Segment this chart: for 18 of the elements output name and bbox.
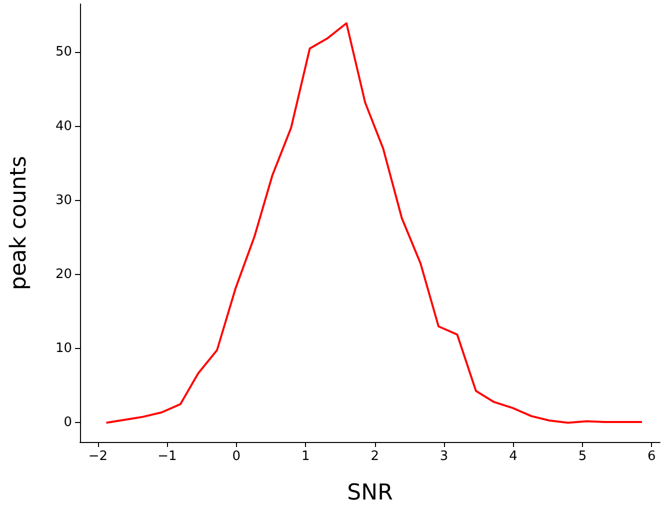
x-tick-label: 4 xyxy=(509,449,518,464)
x-tick-label: 3 xyxy=(440,449,448,464)
x-tick-label: 6 xyxy=(648,449,656,464)
x-tick-label: −1 xyxy=(158,449,177,464)
y-tick-label: 50 xyxy=(55,44,72,60)
y-tick-label: 10 xyxy=(55,341,72,356)
line-series xyxy=(105,22,644,424)
y-tick-label: 40 xyxy=(55,118,72,134)
y-tick-label: 0 xyxy=(64,415,72,430)
x-tick-label: 1 xyxy=(301,449,310,464)
x-tick-label: 5 xyxy=(578,449,587,464)
x-tick-label: −2 xyxy=(88,449,108,464)
x-tick-label: 2 xyxy=(370,449,379,464)
x-axis-title: SNR xyxy=(347,480,393,506)
y-tick-label: 30 xyxy=(55,192,72,208)
y-tick-label: 20 xyxy=(55,267,72,282)
x-tick-label: 0 xyxy=(232,449,241,464)
y-axis-title: peak counts xyxy=(6,156,32,290)
